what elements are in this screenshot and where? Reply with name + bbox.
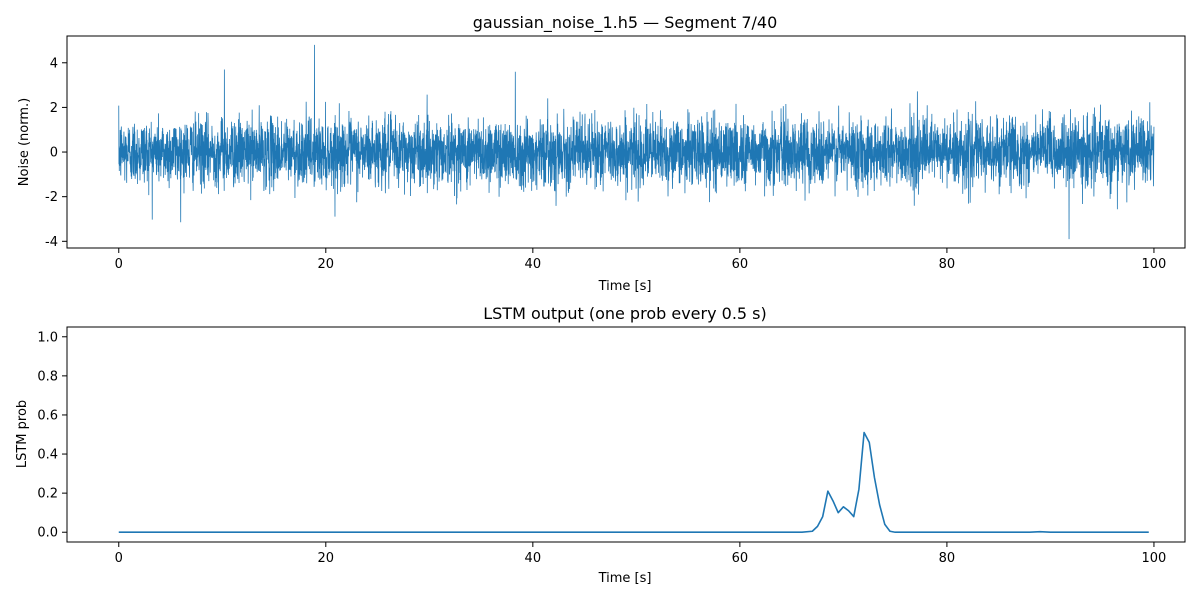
noise-y-tick-label: -2 — [45, 190, 58, 205]
noise-x-tick-label: 0 — [115, 257, 123, 272]
lstm-y-tick-label: 0.6 — [37, 408, 58, 423]
noise-y-ticks: -4 -2 0 2 4 — [45, 56, 67, 250]
noise-chart: gaussian_noise_1.h5 — Segment 7/40 0 20 40… — [17, 13, 1186, 294]
lstm-x-tick-label: 20 — [318, 551, 335, 566]
noise-x-axis-label: Time [s] — [598, 279, 652, 294]
lstm-x-tick-label: 80 — [939, 551, 956, 566]
noise-x-tick-label: 20 — [318, 257, 335, 272]
lstm-plot-area — [118, 431, 1149, 534]
lstm-y-tick-label: 0.4 — [37, 448, 58, 463]
noise-y-tick-label: 4 — [50, 56, 58, 71]
lstm-chart: LSTM output (one prob every 0.5 s) 0 20 40… — [15, 304, 1186, 586]
lstm-x-tick-label: 40 — [525, 551, 542, 566]
lstm-x-tick-label: 0 — [115, 551, 123, 566]
noise-x-tick-label: 80 — [939, 257, 956, 272]
lstm-y-tick-label: 0.0 — [37, 526, 58, 541]
lstm-y-tick-label: 0.2 — [37, 487, 58, 502]
lstm-y-tick-label: 1.0 — [37, 330, 58, 345]
noise-axes-frame — [66, 35, 1186, 249]
noise-x-ticks: 0 20 40 60 80 100 — [115, 248, 1167, 272]
noise-y-tick-label: 2 — [50, 101, 58, 116]
noise-y-tick-label: -4 — [45, 235, 58, 250]
noise-y-axis-label: Noise (norm.) — [17, 98, 32, 186]
lstm-x-tick-label: 100 — [1142, 551, 1167, 566]
noise-y-tick-label: 0 — [50, 146, 58, 161]
noise-x-tick-label: 40 — [525, 257, 542, 272]
noise-plot-area — [118, 44, 1155, 240]
lstm-y-ticks: 0.0 0.2 0.4 0.6 0.8 1.0 — [37, 330, 67, 541]
noise-x-tick-label: 60 — [732, 257, 749, 272]
lstm-x-axis-label: Time [s] — [598, 571, 652, 586]
noise-series-line — [118, 44, 1155, 240]
noise-chart-title: gaussian_noise_1.h5 — Segment 7/40 — [473, 13, 778, 33]
lstm-y-tick-label: 0.8 — [37, 369, 58, 384]
lstm-series-line — [118, 431, 1149, 534]
lstm-axes-frame — [66, 326, 1186, 543]
lstm-x-tick-label: 60 — [732, 551, 749, 566]
lstm-x-ticks: 0 20 40 60 80 100 — [115, 542, 1167, 566]
noise-x-tick-label: 100 — [1142, 257, 1167, 272]
lstm-chart-title: LSTM output (one prob every 0.5 s) — [483, 304, 767, 323]
lstm-y-axis-label: LSTM prob — [15, 400, 30, 468]
